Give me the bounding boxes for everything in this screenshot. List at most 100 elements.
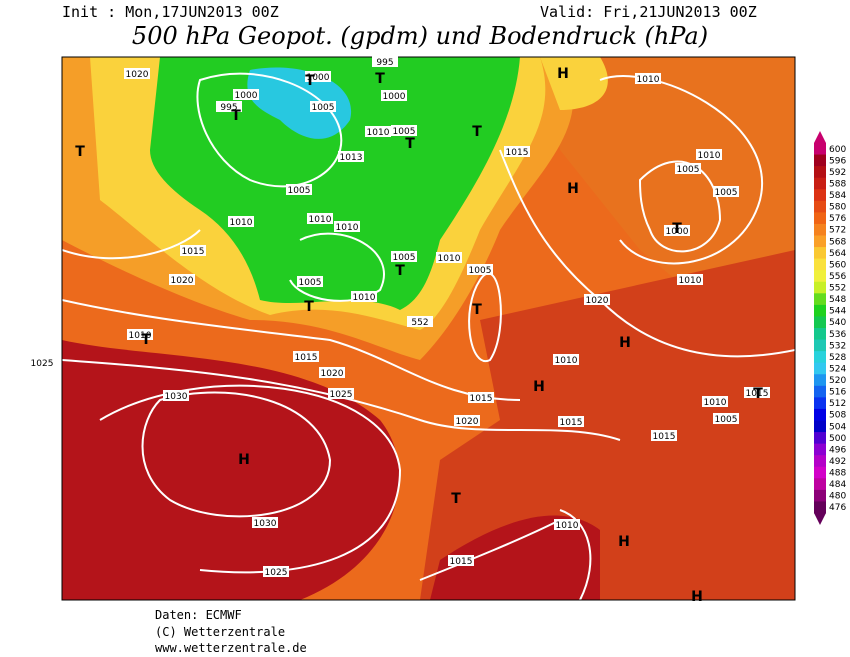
isobar-label-box — [310, 101, 336, 112]
isobar-label: 1010 — [230, 218, 253, 228]
isobar-label: 1010 — [698, 151, 721, 161]
isobar-label-box — [252, 517, 278, 528]
legend-label: 480 — [829, 492, 846, 502]
isobar-label-box — [263, 566, 289, 577]
isobar-label-box — [635, 73, 661, 84]
isobar-label-box — [180, 245, 206, 256]
legend-label: 508 — [829, 411, 846, 421]
legend-label: 496 — [829, 445, 846, 455]
pressure-center: T — [375, 71, 385, 87]
legend-swatch — [814, 397, 826, 410]
legend-swatch — [814, 489, 826, 502]
legend-swatch — [814, 281, 826, 294]
isobar-label-box — [338, 151, 364, 162]
isobar-label-box — [713, 413, 739, 424]
isobar-label: 1020 — [586, 296, 609, 306]
legend-label: 548 — [829, 295, 846, 305]
footer-copyright: (C) Wetterzentrale — [155, 625, 285, 639]
isobar-label-box — [297, 276, 323, 287]
isobar-label: 552 — [411, 318, 428, 328]
isobar-label-box — [391, 125, 417, 136]
legend-label: 596 — [829, 156, 846, 166]
isobar-label-box — [454, 415, 480, 426]
pressure-center: T — [472, 124, 482, 140]
isobar-label-box — [334, 221, 360, 232]
isobar-label-box — [328, 388, 354, 399]
footer-source: Daten: ECMWF — [155, 608, 242, 622]
pressure-center: T — [672, 221, 682, 237]
pressure-center: T — [395, 263, 405, 279]
legend-label: 544 — [829, 307, 846, 317]
legend-label: 568 — [829, 237, 846, 247]
legend-label: 488 — [829, 469, 846, 479]
isobar-label: 1010 — [309, 215, 332, 225]
isobar-label-box — [702, 396, 728, 407]
isobar-label-box — [163, 390, 189, 401]
isobar-label-box — [286, 184, 312, 195]
isobar-label: 1010 — [679, 276, 702, 286]
pressure-center: T — [753, 386, 763, 402]
isobar-label: 1005 — [469, 266, 492, 276]
legend-label: 600 — [829, 145, 846, 155]
isobar-label: 1010 — [704, 398, 727, 408]
isobar-label: 1005 — [299, 278, 322, 288]
isobar-label-box — [365, 126, 391, 137]
legend-swatch — [814, 328, 826, 341]
legend-label: 532 — [829, 341, 846, 351]
isobar-label: 1013 — [340, 153, 363, 163]
isobar-label: 995 — [220, 103, 237, 113]
isobar-label-box — [584, 294, 610, 305]
isobar-label-box — [664, 225, 690, 236]
isobar-label: 1025 — [330, 390, 353, 400]
isobar-label: 995 — [376, 58, 393, 68]
legend-label: 484 — [829, 480, 846, 490]
isobar-label-box — [436, 252, 462, 263]
isobar-label-box — [713, 186, 739, 197]
legend-swatch — [814, 385, 826, 398]
isobar-label: 1020 — [321, 369, 344, 379]
legend-swatch — [814, 374, 826, 387]
isobar-label: 1010 — [637, 75, 660, 85]
footer-url: www.wetterzentrale.de — [155, 641, 307, 655]
legend-swatch — [814, 247, 826, 260]
legend-swatch — [814, 223, 826, 236]
legend-label: 552 — [829, 284, 846, 294]
legend-label: 536 — [829, 330, 846, 340]
isobar-label-box — [744, 387, 770, 398]
isobar-label: 1025 — [31, 359, 54, 369]
isobar-label-box — [29, 357, 55, 368]
legend-swatch — [814, 235, 826, 248]
legend-label: 572 — [829, 226, 846, 236]
isobar-label: 1005 — [393, 127, 416, 137]
isobar-label: 1010 — [438, 254, 461, 264]
legend-swatch — [814, 200, 826, 213]
legend-swatch — [814, 478, 826, 491]
isobar-label: 1010 — [336, 223, 359, 233]
pressure-center: H — [619, 335, 631, 351]
isobar-label: 1010 — [353, 293, 376, 303]
isobar-label-box — [351, 291, 377, 302]
legend-label: 492 — [829, 457, 846, 467]
legend-swatch — [814, 408, 826, 421]
pressure-center: H — [618, 534, 630, 550]
valid-time: Valid: Fri,21JUN2013 00Z — [540, 3, 757, 21]
legend-swatch — [814, 466, 826, 479]
isobar-label: 1020 — [171, 276, 194, 286]
isobar-label: 1010 — [367, 128, 390, 138]
legend-label: 580 — [829, 203, 846, 213]
pressure-center: T — [231, 108, 241, 124]
legend-label: 504 — [829, 422, 846, 432]
legend-swatch — [814, 501, 826, 514]
pressure-center: T — [304, 299, 314, 315]
legend-label: 584 — [829, 191, 846, 201]
legend-label: 520 — [829, 376, 846, 386]
legend-swatch — [814, 443, 826, 456]
legend-label: 560 — [829, 260, 846, 270]
pressure-center: T — [472, 302, 482, 318]
isobar-label-box — [554, 519, 580, 530]
legend-swatch — [814, 316, 826, 329]
legend-label: 556 — [829, 272, 846, 282]
legend-swatch — [814, 154, 826, 167]
isobar-label: 1015 — [746, 389, 769, 399]
legend-label: 512 — [829, 399, 846, 409]
